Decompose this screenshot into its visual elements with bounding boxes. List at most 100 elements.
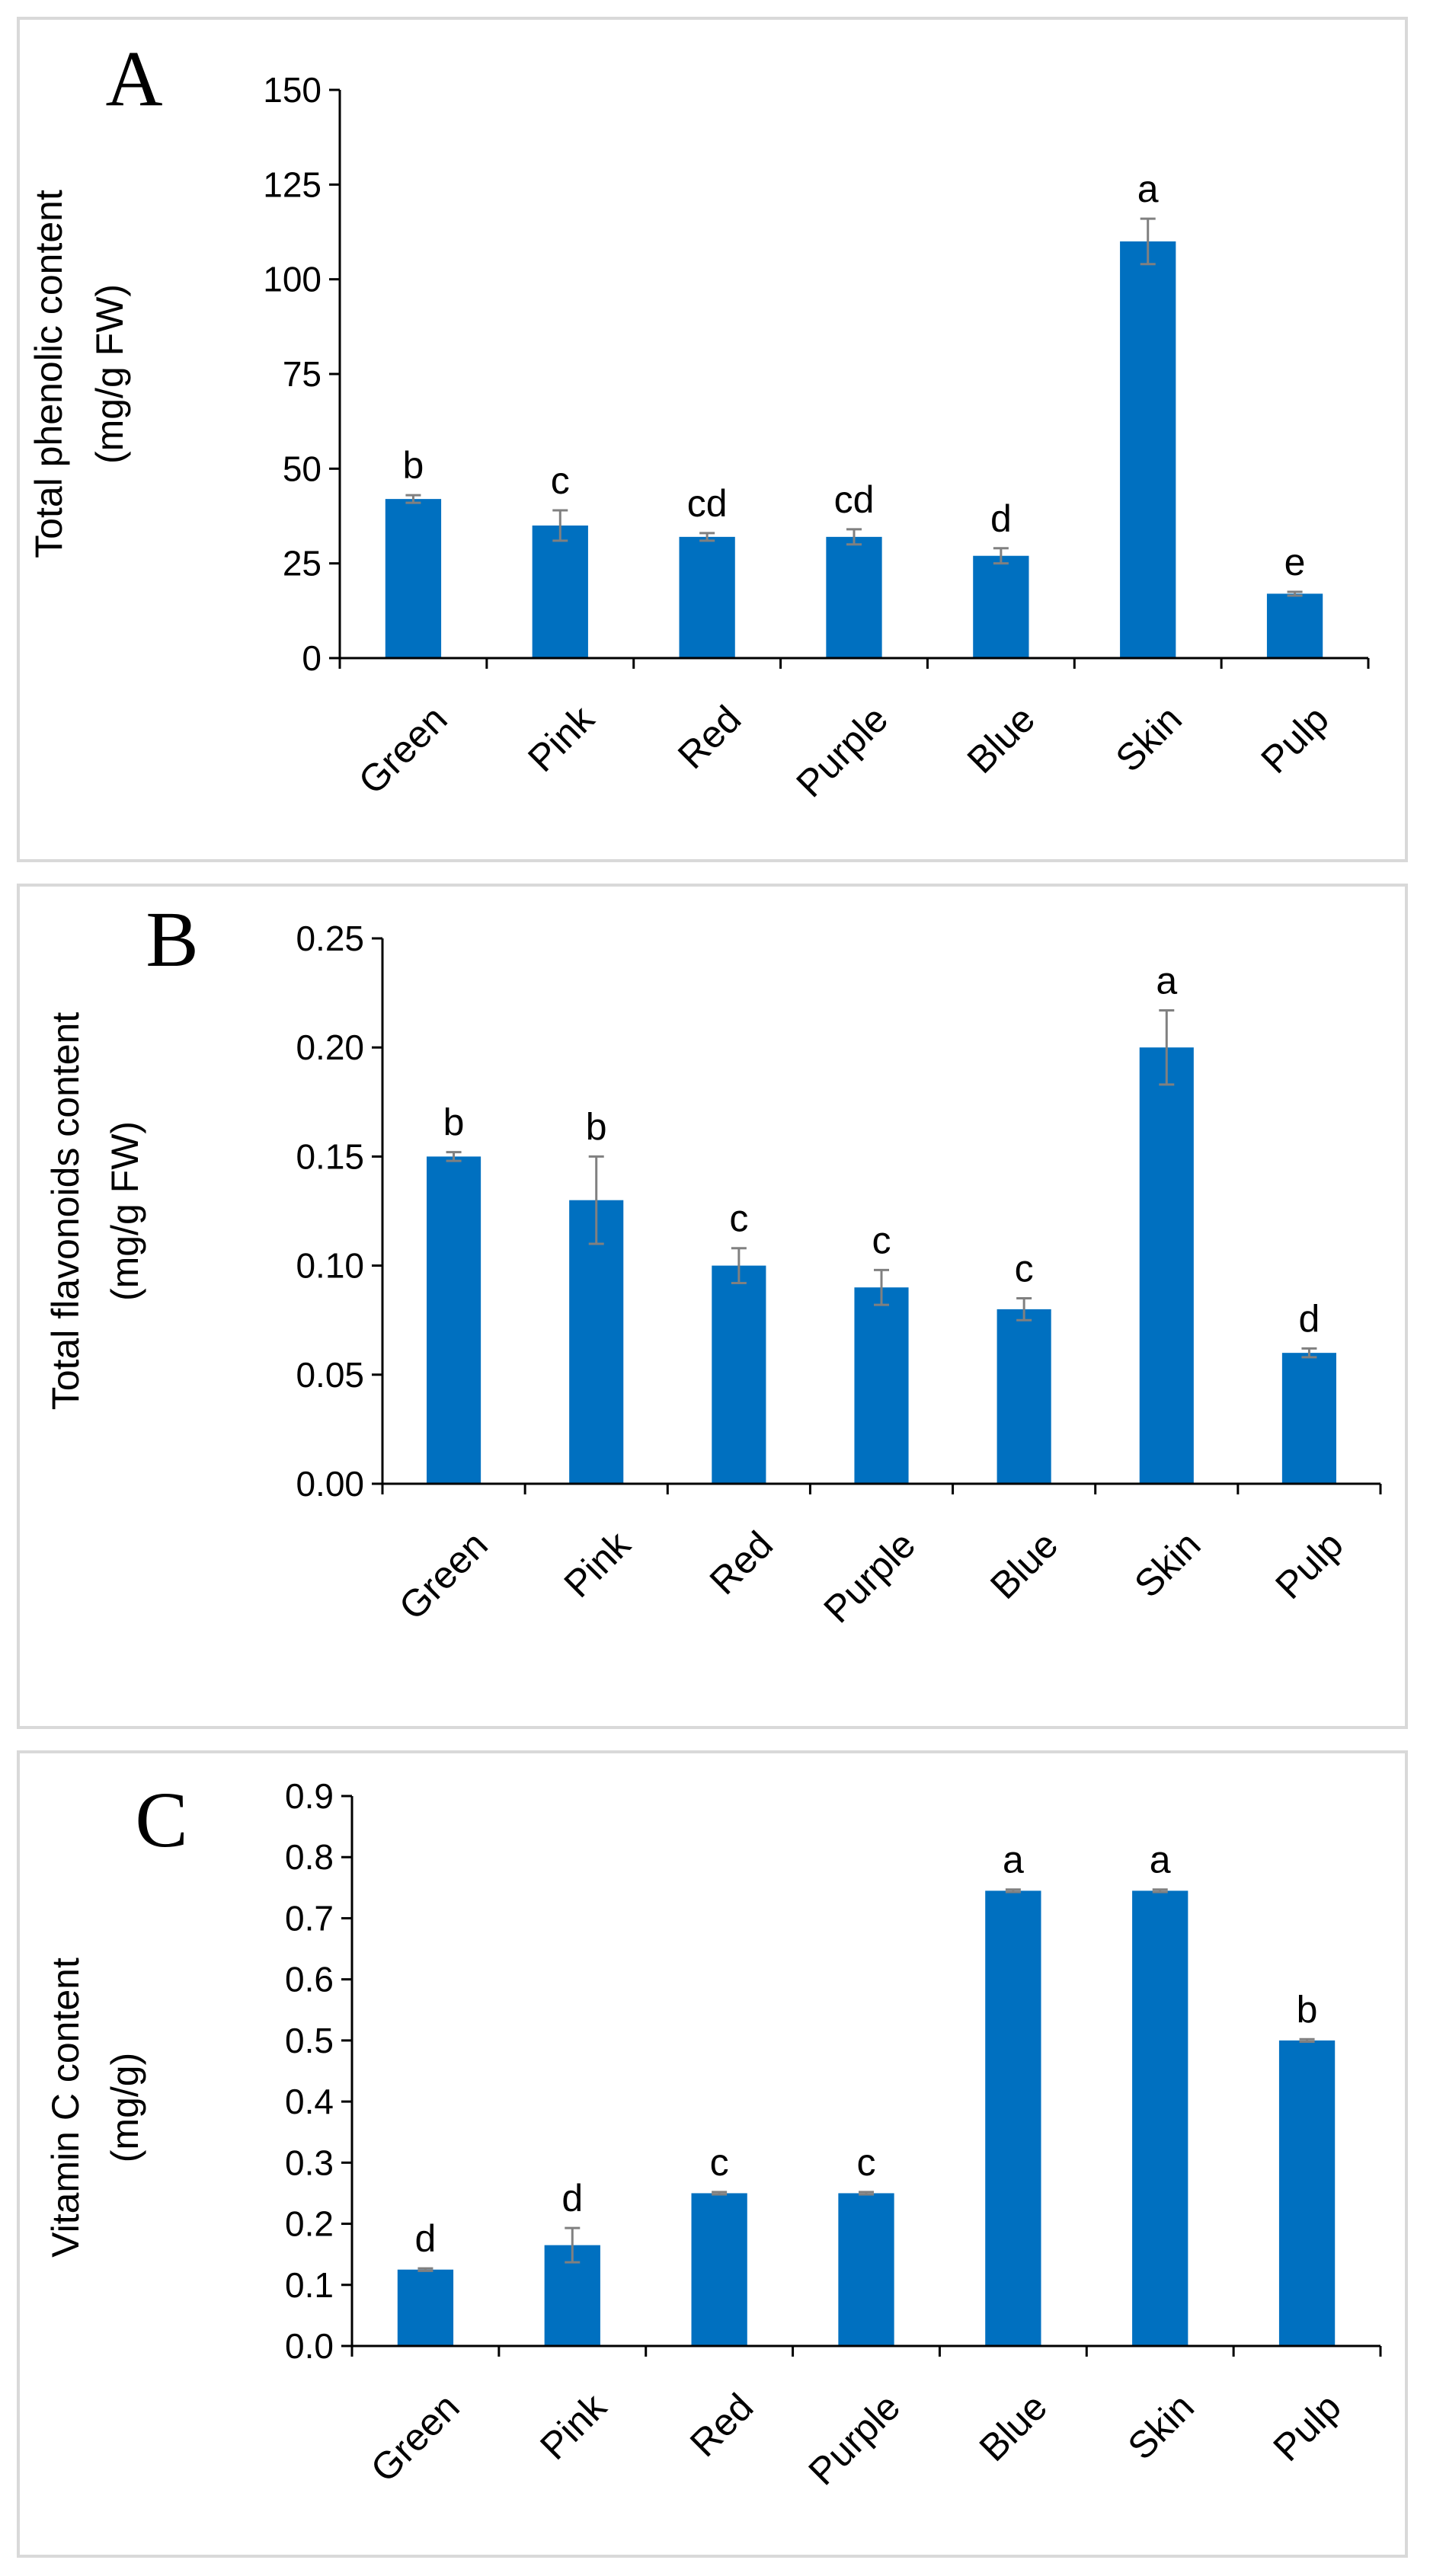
- bar-red: [679, 536, 735, 658]
- category-label-green: Green: [363, 2386, 468, 2491]
- bar-red: [691, 2193, 747, 2346]
- y-tick-label: 0: [302, 638, 322, 678]
- category-label-purple: Purple: [800, 2386, 908, 2494]
- significance-label: c: [710, 2141, 729, 2184]
- category-label-blue: Blue: [971, 2386, 1055, 2469]
- bar-purple: [826, 536, 882, 658]
- bar-purple: [838, 2193, 894, 2346]
- category-label-purple: Purple: [815, 1523, 923, 1632]
- bar-pulp: [1278, 2040, 1336, 2346]
- category-label-pulp: Pulp: [1267, 1523, 1351, 1607]
- category-label-blue: Blue: [982, 1523, 1066, 1607]
- bar-skin: [1139, 1047, 1194, 1484]
- y-tick-label: 0.0: [285, 2326, 334, 2366]
- category-label-skin: Skin: [1126, 1523, 1208, 1606]
- y-axis-unit: (mg/g FW): [88, 284, 131, 464]
- category-label-skin: Skin: [1120, 2386, 1202, 2468]
- y-tick-label: 0.15: [296, 1136, 364, 1176]
- panel-letter: A: [105, 35, 162, 123]
- category-label-red: Red: [702, 1523, 781, 1603]
- y-axis-label: Vitamin C content: [44, 1958, 87, 2258]
- bar-blue: [973, 555, 1029, 658]
- y-axis-label: Total phenolic content: [27, 190, 70, 558]
- significance-label: c: [729, 1197, 748, 1240]
- bar-skin: [1120, 241, 1176, 658]
- chart-c: C Vitamin C content (mg/g) 0.0 0.1 0.2 0.3 0.4 0…: [44, 1776, 1382, 2494]
- bar-skin: [1132, 1890, 1188, 2346]
- y-tick-label: 0.00: [296, 1464, 364, 1504]
- panel-c: C Vitamin C content (mg/g) 0.0 0.1 0.2 0.3 0.4 0…: [17, 1750, 1408, 2558]
- y-axis-unit: (mg/g): [104, 2053, 146, 2162]
- category-label-red: Red: [682, 2386, 761, 2465]
- significance-label: d: [990, 497, 1012, 540]
- category-label-pink: Pink: [532, 2385, 615, 2468]
- significance-label: e: [1284, 541, 1306, 583]
- y-axis-label: Total flavonoids content: [44, 1012, 87, 1411]
- y-tick-label: 0.10: [296, 1246, 364, 1286]
- panel-letter: C: [135, 1776, 187, 1864]
- bar-pulp: [1266, 593, 1323, 658]
- y-tick-label: 0.1: [285, 2265, 334, 2305]
- y-tick-label: 0.5: [285, 2021, 334, 2060]
- significance-label: b: [443, 1101, 465, 1144]
- category-label-skin: Skin: [1108, 698, 1190, 780]
- bar-green: [397, 2269, 454, 2346]
- y-tick-label: 0.4: [285, 2082, 334, 2121]
- significance-label: d: [561, 2177, 583, 2220]
- chart-b: B Total flavonoids content (mg/g FW) 0.00 0.…: [44, 896, 1382, 1632]
- y-tick-label: 75: [283, 354, 322, 394]
- bar-red: [712, 1265, 766, 1484]
- panel-letter: B: [146, 896, 198, 983]
- chart-a: A Total phenolic content (mg/g FW) 0 25 50 75 1…: [27, 35, 1370, 806]
- bar-pink: [532, 525, 588, 658]
- bar-green: [427, 1156, 481, 1484]
- y-tick-label: 0.3: [285, 2143, 334, 2182]
- bar-purple: [854, 1287, 909, 1484]
- significance-label: c: [1015, 1248, 1034, 1290]
- significance-label: c: [872, 1219, 891, 1261]
- bar-pink: [569, 1200, 624, 1484]
- significance-label: c: [551, 459, 570, 502]
- category-label-pulp: Pulp: [1265, 2386, 1348, 2469]
- significance-label: b: [403, 444, 424, 487]
- significance-label: b: [586, 1105, 607, 1148]
- bar-green: [385, 499, 442, 658]
- panel-b: B Total flavonoids content (mg/g FW) 0.00 0.…: [17, 884, 1408, 1729]
- bar-blue: [997, 1309, 1051, 1484]
- y-tick-label: 0.25: [296, 919, 364, 958]
- y-tick-label: 0.7: [285, 1898, 334, 1938]
- y-tick-label: 50: [283, 449, 322, 488]
- category-label-green: Green: [391, 1523, 496, 1628]
- category-label-pink: Pink: [556, 1523, 639, 1606]
- category-label-pulp: Pulp: [1252, 698, 1336, 781]
- bar-blue: [985, 1890, 1041, 2346]
- significance-label: a: [1137, 168, 1159, 210]
- significance-label: a: [1156, 960, 1177, 1002]
- category-label-purple: Purple: [788, 698, 896, 806]
- y-tick-label: 0.9: [285, 1776, 334, 1816]
- y-tick-label: 0.8: [285, 1837, 334, 1877]
- significance-label: c: [857, 2141, 876, 2184]
- significance-label: b: [1297, 1988, 1318, 2031]
- y-tick-label: 0.05: [296, 1355, 364, 1395]
- y-tick-label: 0.6: [285, 1960, 334, 1999]
- significance-label: a: [1003, 1839, 1024, 1881]
- y-tick-label: 150: [263, 70, 322, 110]
- y-axis-unit: (mg/g FW): [104, 1121, 146, 1301]
- significance-label: cd: [687, 482, 728, 525]
- bar-pulp: [1281, 1353, 1336, 1484]
- significance-label: d: [1299, 1297, 1320, 1340]
- category-label-blue: Blue: [959, 698, 1043, 781]
- category-label-red: Red: [670, 698, 749, 777]
- y-tick-label: 125: [263, 165, 322, 204]
- y-tick-label: 100: [263, 260, 322, 299]
- y-tick-label: 0.20: [296, 1028, 364, 1067]
- category-label-pink: Pink: [520, 697, 603, 780]
- significance-label: a: [1150, 1839, 1171, 1881]
- category-label-green: Green: [350, 698, 456, 803]
- y-tick-label: 25: [283, 544, 322, 583]
- significance-label: d: [415, 2217, 437, 2260]
- panel-a: A Total phenolic content (mg/g FW) 0 25 50 75 1…: [17, 17, 1408, 862]
- significance-label: cd: [834, 478, 875, 521]
- y-tick-label: 0.2: [285, 2204, 334, 2244]
